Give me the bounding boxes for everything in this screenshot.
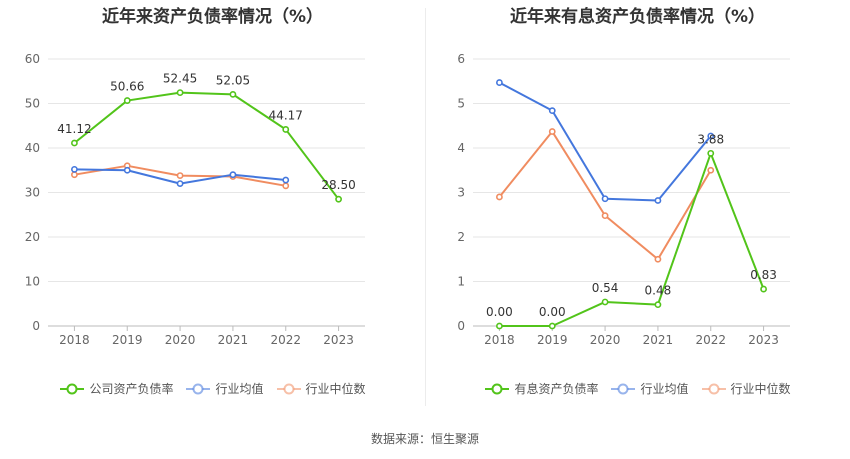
- y-tick-label: 3: [457, 186, 465, 200]
- legend-label: 行业均值: [215, 382, 264, 396]
- data-label: 0.83: [750, 268, 777, 282]
- legend-item[interactable]: 行业中位数: [701, 380, 791, 397]
- data-point: [335, 195, 342, 203]
- legend-label: 有息资产负债率: [514, 382, 599, 396]
- data-label: 0.00: [486, 305, 513, 319]
- data-label: 52.05: [216, 73, 250, 87]
- data-point: [548, 107, 556, 115]
- x-tick-label: 2019: [537, 333, 568, 347]
- x-tick-label: 2020: [165, 333, 196, 347]
- x-tick-label: 2023: [748, 333, 779, 347]
- data-point: [229, 90, 237, 98]
- data-label: 41.12: [57, 122, 91, 136]
- panel-divider: [425, 8, 426, 406]
- legend-swatch-icon: [611, 383, 636, 394]
- data-point: [707, 166, 715, 174]
- legend-swatch-icon: [186, 383, 211, 394]
- data-point: [496, 79, 503, 86]
- x-tick-label: 2023: [323, 333, 354, 347]
- legend-item[interactable]: 行业中位数: [276, 380, 366, 397]
- data-label: 0.00: [539, 305, 566, 319]
- legend-item[interactable]: 公司资产负债率: [59, 380, 173, 397]
- legend-item[interactable]: 行业均值: [185, 380, 264, 397]
- data-point: [601, 195, 609, 203]
- x-tick-label: 2021: [218, 333, 249, 347]
- data-label: 28.50: [321, 178, 355, 192]
- data-point: [548, 128, 556, 135]
- data-point: [548, 322, 556, 330]
- data-label: 0.48: [645, 284, 672, 298]
- series-line: [498, 81, 712, 202]
- data-point: [123, 97, 131, 104]
- chart-legend: 有息资产负债率 行业均值 行业中位数: [425, 380, 850, 397]
- data-point: [707, 132, 715, 140]
- x-tick-label: 2020: [590, 333, 621, 347]
- legend-label: 行业中位数: [730, 382, 791, 396]
- x-tick-label: 2022: [270, 333, 301, 347]
- data-point: [71, 165, 78, 173]
- data-label: 50.66: [110, 80, 144, 94]
- legend-swatch-icon: [60, 383, 85, 394]
- y-tick-label: 0: [457, 319, 465, 333]
- legend-label: 行业均值: [640, 382, 689, 396]
- x-tick-label: 2022: [695, 333, 726, 347]
- chart-legend: 公司资产负债率 行业均值 行业中位数: [0, 380, 425, 397]
- data-point: [496, 193, 503, 201]
- data-point: [176, 89, 184, 96]
- y-tick-label: 4: [457, 141, 465, 155]
- y-tick-label: 2: [457, 230, 465, 244]
- y-tick-label: 5: [457, 97, 465, 111]
- data-point: [654, 255, 662, 263]
- y-tick-label: 60: [25, 52, 40, 66]
- x-tick-label: 2019: [112, 333, 143, 347]
- interest-debt-ratio-chart: 0 1 2 3 4 5 6 2018 2019 2020 2021 2022 2023 0.00 0.00 0…: [457, 52, 790, 347]
- y-tick-label: 40: [25, 141, 40, 155]
- data-point: [71, 139, 78, 147]
- series-line: [499, 152, 765, 327]
- y-tick-label: 0: [32, 319, 40, 333]
- series-line: [73, 91, 340, 200]
- data-point: [229, 171, 237, 179]
- data-label: 3.88: [697, 132, 724, 146]
- data-point: [601, 298, 609, 306]
- x-tick-label: 2018: [484, 333, 515, 347]
- y-tick-label: 50: [25, 97, 40, 111]
- y-tick-label: 6: [457, 52, 465, 66]
- x-tick-label: 2018: [59, 333, 90, 347]
- legend-label: 行业中位数: [305, 382, 366, 396]
- data-point: [707, 149, 715, 157]
- data-point: [282, 126, 290, 133]
- debt-ratio-chart: 0 10 20 30 40 50 60 2018 2019 2020 2021 2022 2023 41.…: [25, 52, 365, 347]
- data-source: 数据来源：恒生聚源: [370, 432, 479, 446]
- chart-title: 近年来有息资产负债率情况（%）: [509, 7, 766, 27]
- chart-title: 近年来资产负债率情况（%）: [101, 7, 324, 27]
- legend-swatch-icon: [701, 383, 726, 394]
- x-tick-label: 2021: [643, 333, 674, 347]
- data-point: [282, 182, 290, 190]
- data-label: 52.45: [163, 72, 197, 86]
- data-point: [760, 285, 767, 293]
- y-tick-label: 1: [457, 275, 465, 289]
- y-tick-label: 10: [25, 275, 40, 289]
- data-point: [176, 180, 184, 187]
- legend-swatch-icon: [485, 383, 510, 394]
- data-point: [176, 172, 184, 179]
- legend-item[interactable]: 行业均值: [610, 380, 689, 397]
- legend-swatch-icon: [276, 383, 301, 394]
- legend-label: 公司资产负债率: [89, 382, 174, 396]
- left-chart-panel: 近年来资产负债率情况（%） 0 10 20 30 40 50 60 2018 2019 2020 2…: [0, 0, 425, 420]
- data-point: [654, 197, 662, 204]
- y-tick-label: 30: [25, 186, 40, 200]
- data-point: [123, 166, 131, 174]
- data-point: [496, 322, 503, 330]
- right-chart-panel: 近年来有息资产负债率情况（%） 0 1 2 3 4 5 6 2018 2019 2020 2021 2…: [425, 0, 850, 420]
- legend-item[interactable]: 有息资产负债率: [484, 380, 598, 397]
- data-point: [282, 176, 290, 184]
- data-label: 0.54: [592, 281, 619, 295]
- data-point: [71, 171, 78, 179]
- data-label: 44.17: [269, 108, 303, 122]
- data-point: [601, 212, 609, 220]
- data-point: [654, 301, 662, 309]
- y-tick-label: 20: [25, 230, 40, 244]
